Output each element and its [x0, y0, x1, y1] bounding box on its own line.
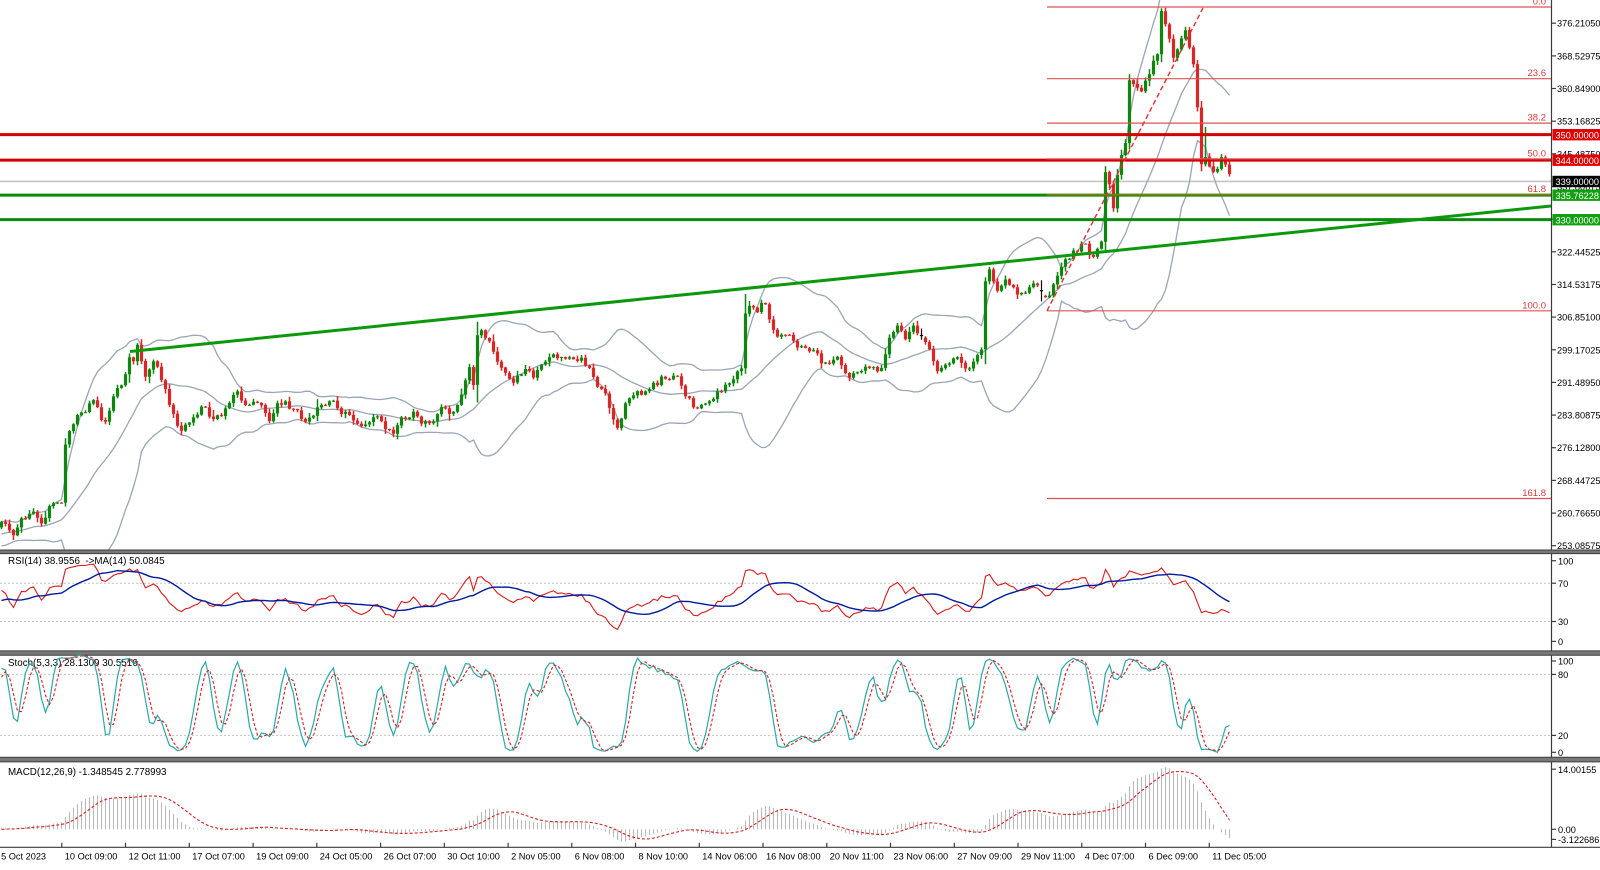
svg-text:14.00155: 14.00155	[1558, 765, 1596, 775]
svg-text:17 Oct 07:00: 17 Oct 07:00	[192, 852, 245, 862]
svg-text:12 Oct 11:00: 12 Oct 11:00	[129, 852, 181, 862]
svg-text:276.12800: 276.12800	[1557, 443, 1600, 453]
svg-text:260.76650: 260.76650	[1557, 509, 1600, 519]
svg-text:299.17025: 299.17025	[1557, 345, 1600, 355]
svg-text:24 Oct 05:00: 24 Oct 05:00	[320, 852, 373, 862]
svg-text:368.52975: 368.52975	[1557, 51, 1600, 61]
svg-text:283.80875: 283.80875	[1557, 411, 1600, 421]
svg-text:0: 0	[1558, 748, 1563, 758]
svg-text:306.85100: 306.85100	[1557, 313, 1600, 323]
svg-text:322.44525: 322.44525	[1557, 247, 1600, 257]
svg-text:30: 30	[1558, 617, 1568, 627]
svg-text:100.0: 100.0	[1522, 300, 1546, 311]
svg-text:2 Nov 05:00: 2 Nov 05:00	[511, 852, 561, 862]
svg-text:70: 70	[1558, 579, 1568, 589]
svg-text:360.84900: 360.84900	[1557, 84, 1600, 94]
svg-text:8 Nov 10:00: 8 Nov 10:00	[639, 852, 689, 862]
svg-text:29 Nov 11:00: 29 Nov 11:00	[1021, 852, 1075, 862]
svg-text:-3.122686: -3.122686	[1558, 835, 1599, 845]
svg-text:MACD(12,26,9) -1.348545 2.7789: MACD(12,26,9) -1.348545 2.778993	[8, 767, 167, 778]
svg-text:19 Oct 09:00: 19 Oct 09:00	[256, 852, 309, 862]
svg-text:50.0: 50.0	[1528, 148, 1547, 159]
svg-text:6 Dec 09:00: 6 Dec 09:00	[1149, 852, 1199, 862]
svg-text:20: 20	[1558, 731, 1568, 741]
svg-text:291.48950: 291.48950	[1557, 378, 1600, 388]
svg-text:38.2: 38.2	[1528, 113, 1547, 124]
svg-text:0: 0	[1558, 637, 1563, 647]
svg-text:20 Nov 11:00: 20 Nov 11:00	[830, 852, 884, 862]
svg-text:376.21050: 376.21050	[1557, 19, 1600, 29]
svg-text:0.00: 0.00	[1558, 825, 1576, 835]
svg-text:23 Nov 06:00: 23 Nov 06:00	[894, 852, 949, 862]
svg-text:10 Oct 09:00: 10 Oct 09:00	[65, 852, 118, 862]
svg-text:5 Oct 2023: 5 Oct 2023	[1, 852, 46, 862]
svg-text:4 Dec 07:00: 4 Dec 07:00	[1085, 852, 1135, 862]
svg-text:61.8: 61.8	[1528, 184, 1547, 195]
svg-text:14 Nov 06:00: 14 Nov 06:00	[702, 852, 757, 862]
svg-text:16 Nov 08:00: 16 Nov 08:00	[766, 852, 821, 862]
svg-text:344.00000: 344.00000	[1556, 156, 1599, 166]
svg-text:335.76228: 335.76228	[1556, 191, 1599, 201]
svg-text:330.00000: 330.00000	[1556, 215, 1599, 225]
svg-text:100: 100	[1558, 657, 1573, 667]
svg-text:11 Dec 05:00: 11 Dec 05:00	[1212, 852, 1266, 862]
svg-text:23.6: 23.6	[1528, 68, 1547, 79]
svg-text:350.00000: 350.00000	[1556, 130, 1599, 140]
svg-text:27 Nov 09:00: 27 Nov 09:00	[957, 852, 1012, 862]
svg-text:26 Oct 07:00: 26 Oct 07:00	[384, 852, 437, 862]
svg-text:314.53175: 314.53175	[1557, 280, 1600, 290]
svg-text:100: 100	[1558, 556, 1573, 566]
svg-text:161.8: 161.8	[1522, 488, 1546, 499]
svg-text:30 Oct 10:00: 30 Oct 10:00	[447, 852, 500, 862]
svg-text:353.16825: 353.16825	[1557, 117, 1600, 127]
svg-text:6 Nov 08:00: 6 Nov 08:00	[575, 852, 625, 862]
svg-text:268.44725: 268.44725	[1557, 476, 1600, 486]
svg-text:339.00000: 339.00000	[1556, 177, 1599, 187]
svg-text:80: 80	[1558, 670, 1568, 680]
svg-text:0.0: 0.0	[1533, 0, 1546, 8]
